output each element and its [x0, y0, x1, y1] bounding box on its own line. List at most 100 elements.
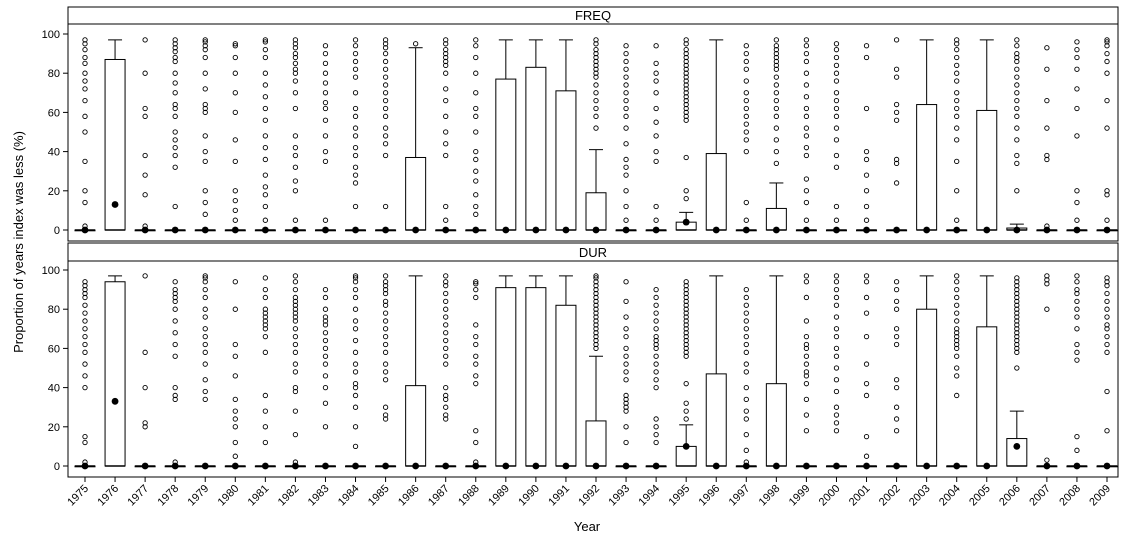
outlier-point: [352, 424, 359, 430]
outlier-point: [833, 294, 840, 301]
outlier-point: [683, 54, 689, 61]
outlier-point: [653, 424, 659, 430]
box-1979: [194, 273, 216, 470]
outlier-point: [954, 353, 960, 359]
outlier-point: [863, 203, 870, 210]
outlier-point: [142, 349, 148, 355]
x-tick-label: 1980: [216, 483, 242, 509]
outlier-point: [653, 326, 659, 332]
outlier-point: [82, 283, 88, 289]
outlier-point: [443, 50, 449, 57]
outlier-point: [82, 326, 88, 332]
median-point: [923, 226, 931, 234]
median-point: [111, 201, 119, 208]
outlier-point: [322, 133, 329, 139]
outlier-point: [322, 384, 329, 391]
outlier-point: [382, 326, 389, 332]
x-tick-label: 1975: [65, 483, 91, 509]
outlier-point: [1074, 279, 1080, 285]
x-tick-label: 1981: [246, 483, 272, 509]
outlier-point: [473, 353, 479, 359]
outlier-point: [142, 113, 148, 119]
box-1999: [795, 273, 817, 470]
outlier-point: [593, 97, 599, 104]
box-1986: [405, 41, 427, 234]
outlier-point: [232, 396, 238, 403]
outlier-point: [443, 62, 449, 69]
outlier-point: [1104, 58, 1110, 65]
outlier-point: [202, 86, 208, 92]
outlier-point: [262, 392, 269, 399]
outlier-point: [1014, 152, 1020, 159]
outlier-point: [202, 341, 208, 348]
outlier-point: [1104, 125, 1110, 131]
outlier-point: [833, 326, 840, 332]
outlier-point: [473, 279, 479, 285]
outlier-point: [803, 145, 810, 151]
outlier-point: [322, 330, 329, 336]
outlier-point: [172, 306, 178, 312]
y-tick-label: 20: [48, 422, 60, 434]
outlier-point: [172, 318, 178, 324]
outlier-point: [803, 369, 810, 375]
outlier-point: [743, 105, 749, 112]
outlier-point: [82, 60, 88, 67]
median-point: [171, 226, 179, 234]
outlier-point: [292, 286, 299, 293]
outlier-point: [593, 326, 599, 332]
outlier-point: [202, 388, 208, 395]
outlier-point: [1104, 39, 1110, 45]
outlier-point: [322, 99, 329, 106]
outlier-point: [803, 43, 810, 49]
outlier-point: [82, 37, 88, 43]
outlier-point: [202, 361, 208, 367]
outlier-point: [833, 314, 840, 320]
outlier-point: [382, 37, 389, 43]
outlier-point: [172, 164, 178, 170]
panels-layer: FREQ 0 20 40 60 80 100 DUR 0 20 40 60 80 100: [42, 6, 1119, 478]
outlier-point: [473, 70, 479, 76]
outlier-point: [352, 273, 359, 279]
outlier-point: [322, 148, 329, 155]
outlier-point: [382, 141, 389, 147]
median-point: [1073, 226, 1081, 234]
outlier-point: [82, 54, 88, 61]
outlier-point: [623, 353, 629, 359]
outlier-point: [202, 314, 208, 320]
outlier-point: [262, 318, 269, 324]
outlier-point: [954, 37, 960, 43]
outlier-point: [954, 330, 960, 336]
outlier-point: [623, 164, 629, 170]
box-1983: [314, 286, 336, 470]
x-tick-label: 1977: [125, 483, 151, 509]
y-tick-label: 100: [42, 265, 60, 277]
box-rect: [405, 156, 427, 231]
x-tick-label: 1978: [155, 483, 181, 509]
outlier-point: [863, 188, 870, 194]
outlier-point: [803, 361, 810, 367]
outlier-point: [292, 45, 299, 51]
outlier-point: [202, 326, 208, 332]
box-1978: [164, 37, 186, 234]
outlier-point: [172, 290, 178, 297]
outlier-point: [893, 333, 900, 340]
median-point: [412, 226, 420, 234]
outlier-point: [202, 158, 208, 165]
median-point: [382, 226, 389, 234]
outlier-point: [292, 361, 299, 367]
outlier-point: [473, 294, 479, 301]
outlier-point: [1074, 314, 1080, 320]
outlier-point: [1014, 97, 1020, 104]
outlier-point: [292, 349, 299, 355]
outlier-point: [202, 43, 208, 49]
x-tick-label: 2000: [817, 483, 843, 509]
outlier-point: [1104, 275, 1110, 281]
outlier-point: [82, 78, 88, 84]
box-rect: [976, 109, 998, 231]
outlier-point: [893, 298, 900, 305]
outlier-point: [954, 158, 960, 165]
outlier-point: [232, 158, 238, 165]
outlier-point: [773, 82, 780, 88]
outlier-point: [443, 217, 449, 223]
median-point: [442, 226, 450, 234]
